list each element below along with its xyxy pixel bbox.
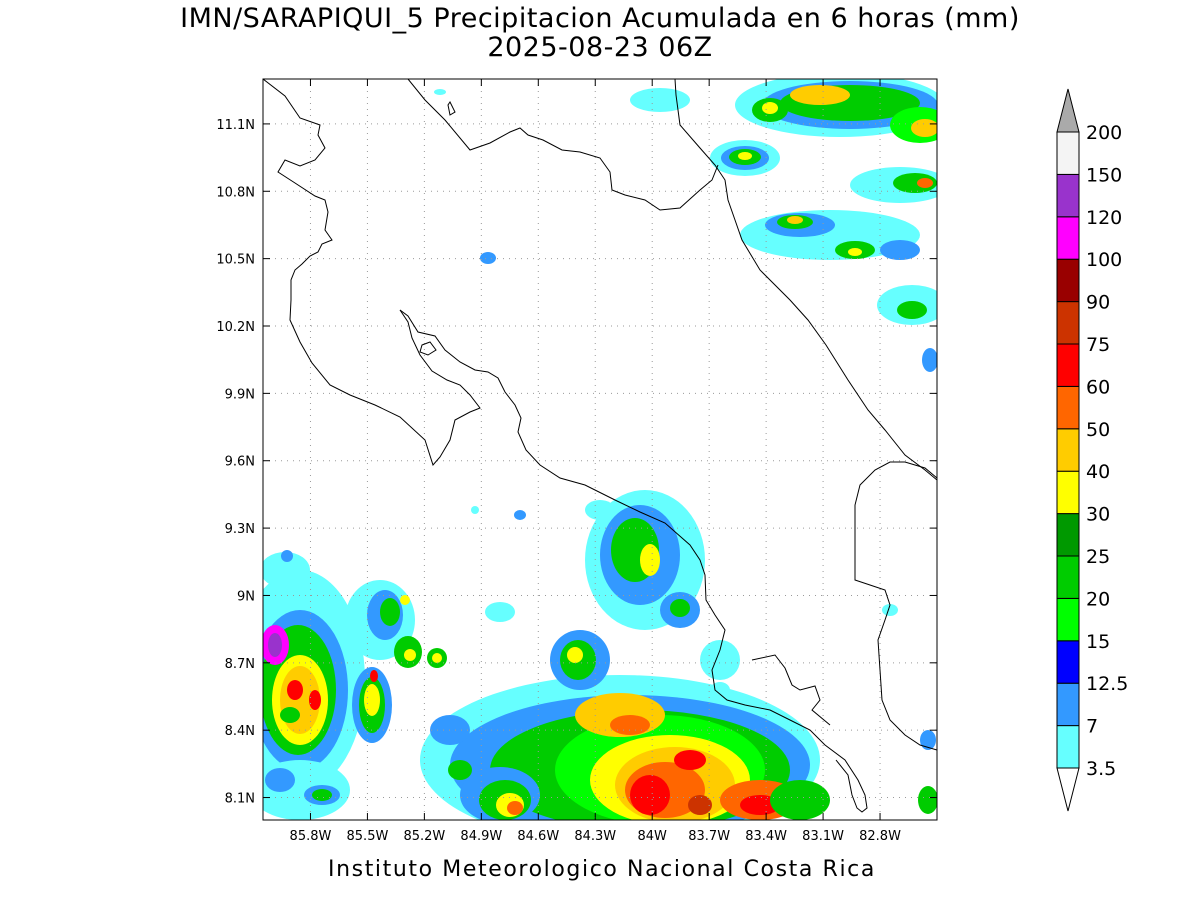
legend-label: 60 (1086, 376, 1110, 398)
lon-tick-label: 83.1W (802, 829, 844, 844)
legend-swatch (1056, 597, 1080, 642)
coastline-nicaragua (407, 79, 719, 211)
coastline-caribbean (674, 79, 937, 481)
map-axes: 85.8W 85.5W 85.2W 84.9W 84.6W 84.3W 84W 83.7W 83… (216, 79, 937, 844)
map-title: IMN/SARAPIQUI_5 Precipitacion Acumulada … (180, 3, 1020, 34)
lat-tick-label: 11.1N (216, 118, 255, 133)
legend-label: 50 (1086, 419, 1110, 441)
lat-tick-label: 9.6N (225, 455, 255, 470)
color-legend: 3.5 7 12.5 15 20 25 30 40 50 60 75 90 100 120 150 200 (1056, 88, 1128, 812)
coastline-peninsula-osa (751, 654, 831, 726)
legend-swatch (1056, 470, 1080, 515)
lon-tick-label: 85.8W (290, 829, 332, 844)
island-chira (419, 341, 437, 356)
legend-label: 40 (1086, 461, 1110, 483)
rain-cell-southwest (263, 550, 447, 820)
map-gridlines (263, 79, 937, 820)
legend-swatch (1056, 216, 1080, 260)
lat-tick-label: 8.7N (225, 657, 255, 672)
legend-label: 3.5 (1086, 758, 1116, 780)
lat-tick-label: 8.1N (225, 792, 255, 807)
legend-swatch (1056, 173, 1080, 218)
footer-credit: Instituto Meteorologico Nacional Costa R… (328, 857, 876, 882)
lat-tick-label: 9.3N (225, 522, 255, 537)
lat-tick-label: 9.9N (225, 387, 255, 402)
legend-swatch (1056, 131, 1080, 175)
legend-label: 90 (1086, 292, 1110, 314)
lon-tick-label: 83.7W (688, 829, 730, 844)
legend-swatch (1056, 555, 1080, 599)
legend-label: 12.5 (1086, 673, 1128, 695)
legend-triangle-bottom (1056, 767, 1080, 812)
rain-cell-central (471, 490, 898, 680)
lat-tick-label: 10.5N (216, 253, 255, 268)
lat-tick-label: 8.4N (225, 724, 255, 739)
legend-label: 30 (1086, 504, 1110, 526)
legend-swatch (1056, 385, 1080, 430)
coastline-panama-border (854, 461, 937, 751)
lat-tick-label: 10.8N (216, 185, 255, 200)
legend-label: 200 (1086, 122, 1122, 144)
rain-cell-south (420, 630, 937, 820)
legend-label: 75 (1086, 334, 1110, 356)
legend-swatch (1056, 513, 1080, 557)
lat-tick-label: 9N (237, 589, 255, 604)
lon-tick-label: 84W (638, 829, 668, 844)
legend-swatch (1056, 682, 1080, 727)
lat-tick-label: 10.2N (216, 320, 255, 335)
legend-label: 20 (1086, 588, 1110, 610)
map-datetime: 2025-08-23 06Z (487, 32, 713, 63)
rain-cell-northeast (434, 79, 937, 372)
legend-label: 7 (1086, 716, 1098, 738)
legend-label: 25 (1086, 546, 1110, 568)
legend-label: 150 (1086, 164, 1122, 186)
lake-nicaragua (447, 101, 456, 116)
legend-label: 15 (1086, 631, 1110, 653)
legend-swatch (1056, 301, 1080, 345)
legend-swatch (1056, 725, 1080, 769)
precipitation-field (263, 79, 937, 820)
lon-tick-label: 84.6W (517, 829, 559, 844)
legend-label: 100 (1086, 249, 1122, 271)
coastline-gulf (399, 309, 868, 813)
lon-tick-label: 83.4W (745, 829, 787, 844)
lon-tick-label: 84.9W (460, 829, 502, 844)
lon-tick-label: 85.2W (403, 829, 445, 844)
lon-tick-label: 85.5W (347, 829, 389, 844)
lon-tick-label: 82.8W (859, 829, 901, 844)
coastline-north (263, 79, 481, 466)
legend-swatch (1056, 343, 1080, 387)
plot-frame (262, 78, 938, 821)
coastline (263, 79, 937, 813)
legend-swatch (1056, 428, 1080, 472)
legend-label: 120 (1086, 207, 1122, 229)
legend-triangle-top (1056, 88, 1080, 133)
lon-tick-label: 84.3W (574, 829, 616, 844)
legend-swatch (1056, 640, 1080, 684)
legend-swatch (1056, 258, 1080, 303)
